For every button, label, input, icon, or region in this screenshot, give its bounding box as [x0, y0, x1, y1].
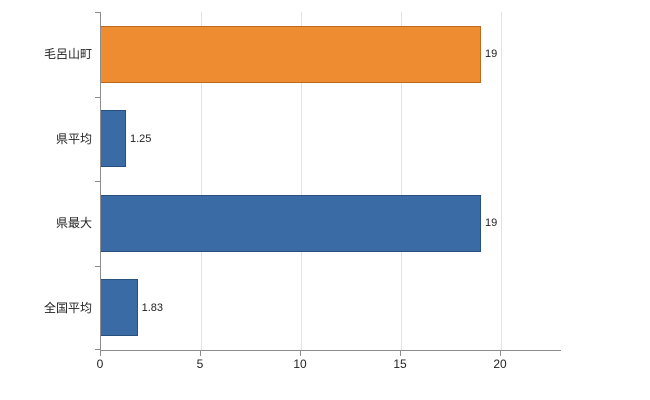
bar-3: [101, 279, 138, 337]
gridline: [201, 12, 202, 350]
x-axis-tick-label: 10: [293, 357, 307, 371]
bar-value-label: 19: [485, 217, 498, 230]
gridline: [401, 12, 402, 350]
x-axis-tick-label: 0: [96, 357, 104, 371]
category-label: 全国平均: [43, 300, 92, 315]
bar-0: [101, 25, 481, 83]
category-label: 県平均: [55, 131, 92, 146]
category-label: 県最大: [55, 216, 92, 231]
gridline: [501, 12, 502, 350]
y-tick-mark: [95, 96, 100, 98]
y-tick-mark: [95, 349, 100, 350]
y-tick-mark: [95, 265, 100, 267]
x-tick-mark: [500, 351, 501, 356]
bar-value-label: 1.25: [130, 132, 152, 145]
x-axis-tick-label: 20: [493, 357, 507, 371]
bar-1: [101, 110, 126, 168]
x-tick-mark: [100, 351, 101, 356]
bar-value-label: 19: [485, 48, 498, 61]
x-tick-mark: [400, 351, 401, 356]
bar-value-label: 1.83: [141, 301, 164, 314]
category-label: 毛呂山町: [43, 47, 92, 62]
x-tick-mark: [200, 351, 201, 356]
x-axis-tick-label: 15: [393, 357, 407, 371]
gridline: [301, 12, 302, 350]
x-axis-tick-label: 5: [196, 357, 204, 371]
y-tick-mark: [95, 181, 100, 182]
y-tick-mark: [95, 12, 100, 13]
plot-area: 19 1.25 19 1.83: [100, 12, 561, 351]
bar-2: [101, 194, 481, 252]
x-tick-mark: [300, 351, 301, 356]
